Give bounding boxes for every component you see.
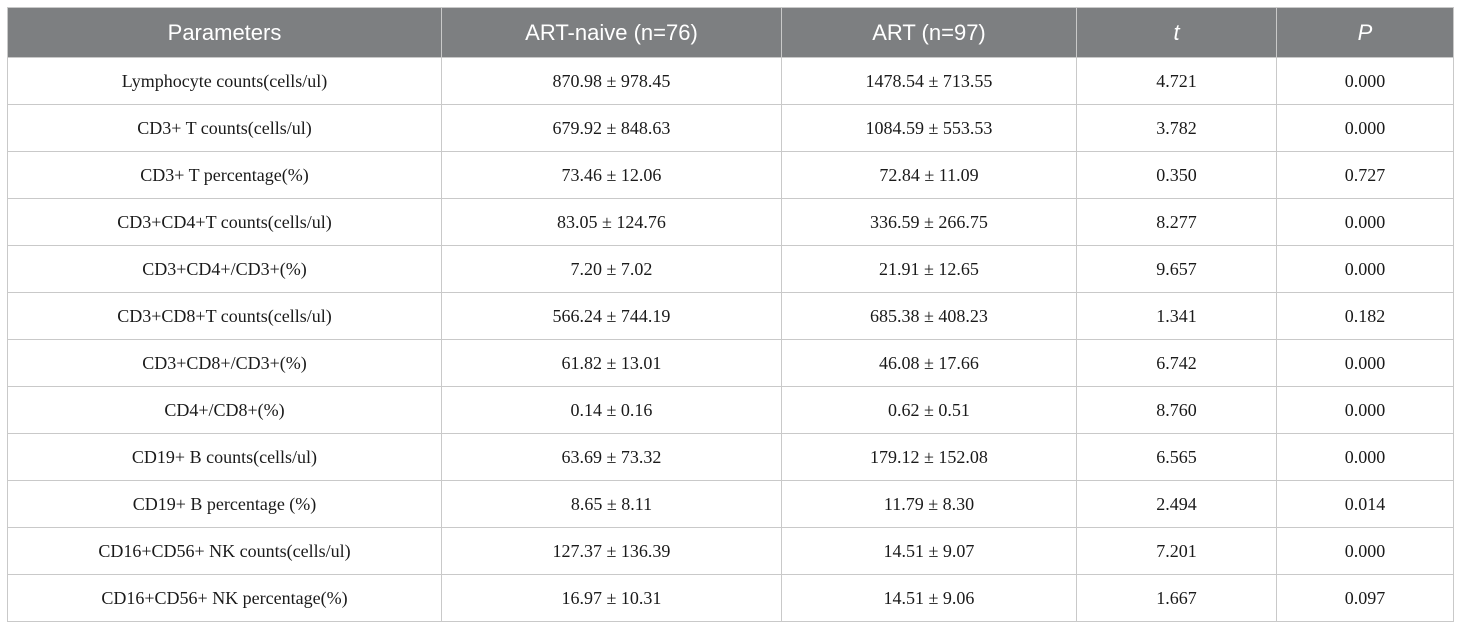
cell-p: 0.000 [1276, 245, 1454, 293]
cell-parameter: CD16+CD56+ NK counts(cells/ul) [7, 527, 442, 575]
cell-art: 14.51 ± 9.06 [781, 574, 1077, 622]
table-row: CD3+ T counts(cells/ul) 679.92 ± 848.63 10… [7, 104, 1454, 152]
table-row: CD4+/CD8+(%) 0.14 ± 0.16 0.62 ± 0.51 8.760 0… [7, 386, 1454, 434]
table-row: CD3+CD8+T counts(cells/ul) 566.24 ± 744.1… [7, 292, 1454, 340]
cell-p: 0.097 [1276, 574, 1454, 622]
cell-art: 336.59 ± 266.75 [781, 198, 1077, 246]
cell-art-naive: 870.98 ± 978.45 [441, 57, 782, 105]
cell-parameter: Lymphocyte counts(cells/ul) [7, 57, 442, 105]
cell-art-naive: 8.65 ± 8.11 [441, 480, 782, 528]
table-row: CD3+CD4+T counts(cells/ul) 83.05 ± 124.76… [7, 198, 1454, 246]
table-row: CD3+CD8+/CD3+(%) 61.82 ± 13.01 46.08 ± 17.… [7, 339, 1454, 387]
cell-parameter: CD3+CD8+T counts(cells/ul) [7, 292, 442, 340]
header-p: P [1276, 7, 1454, 58]
cell-art: 1084.59 ± 553.53 [781, 104, 1077, 152]
table-row: CD19+ B percentage (%) 8.65 ± 8.11 11.79 ±… [7, 480, 1454, 528]
cell-art: 685.38 ± 408.23 [781, 292, 1077, 340]
table-header: Parameters ART-naive (n=76) ART (n=97) t… [7, 7, 1454, 58]
cell-t: 4.721 [1076, 57, 1277, 105]
table-row: Lymphocyte counts(cells/ul) 870.98 ± 978.… [7, 57, 1454, 105]
cell-art: 72.84 ± 11.09 [781, 151, 1077, 199]
cell-parameter: CD3+CD4+/CD3+(%) [7, 245, 442, 293]
table-row: CD3+ T percentage(%) 73.46 ± 12.06 72.84 ±… [7, 151, 1454, 199]
cell-parameter: CD19+ B counts(cells/ul) [7, 433, 442, 481]
cell-art: 179.12 ± 152.08 [781, 433, 1077, 481]
cell-art-naive: 679.92 ± 848.63 [441, 104, 782, 152]
header-art-naive: ART-naive (n=76) [441, 7, 782, 58]
cell-t: 7.201 [1076, 527, 1277, 575]
cell-t: 9.657 [1076, 245, 1277, 293]
cell-parameter: CD4+/CD8+(%) [7, 386, 442, 434]
cell-art-naive: 7.20 ± 7.02 [441, 245, 782, 293]
cell-p: 0.000 [1276, 198, 1454, 246]
cell-p: 0.000 [1276, 527, 1454, 575]
cell-p: 0.000 [1276, 433, 1454, 481]
table-row: CD3+CD4+/CD3+(%) 7.20 ± 7.02 21.91 ± 12.65… [7, 245, 1454, 293]
table-body: Lymphocyte counts(cells/ul) 870.98 ± 978.… [7, 57, 1454, 622]
cell-art-naive: 63.69 ± 73.32 [441, 433, 782, 481]
cell-art: 21.91 ± 12.65 [781, 245, 1077, 293]
cell-art: 1478.54 ± 713.55 [781, 57, 1077, 105]
cell-art-naive: 127.37 ± 136.39 [441, 527, 782, 575]
cell-p: 0.182 [1276, 292, 1454, 340]
cell-t: 6.565 [1076, 433, 1277, 481]
table-row: CD16+CD56+ NK percentage(%) 16.97 ± 10.31… [7, 574, 1454, 622]
cell-art-naive: 16.97 ± 10.31 [441, 574, 782, 622]
table-row: CD19+ B counts(cells/ul) 63.69 ± 73.32 179… [7, 433, 1454, 481]
cell-t: 1.341 [1076, 292, 1277, 340]
cell-t: 8.760 [1076, 386, 1277, 434]
cell-art: 0.62 ± 0.51 [781, 386, 1077, 434]
cell-parameter: CD3+ T percentage(%) [7, 151, 442, 199]
cell-p: 0.000 [1276, 339, 1454, 387]
cell-t: 0.350 [1076, 151, 1277, 199]
cell-art: 14.51 ± 9.07 [781, 527, 1077, 575]
cell-art-naive: 0.14 ± 0.16 [441, 386, 782, 434]
cell-art-naive: 61.82 ± 13.01 [441, 339, 782, 387]
data-table-container: Parameters ART-naive (n=76) ART (n=97) t… [7, 7, 1454, 622]
data-table: Parameters ART-naive (n=76) ART (n=97) t… [7, 7, 1454, 622]
cell-p: 0.000 [1276, 386, 1454, 434]
header-art: ART (n=97) [781, 7, 1077, 58]
cell-art: 46.08 ± 17.66 [781, 339, 1077, 387]
cell-t: 8.277 [1076, 198, 1277, 246]
cell-art: 11.79 ± 8.30 [781, 480, 1077, 528]
cell-p: 0.727 [1276, 151, 1454, 199]
cell-t: 6.742 [1076, 339, 1277, 387]
header-t: t [1076, 7, 1277, 58]
cell-p: 0.014 [1276, 480, 1454, 528]
cell-art-naive: 83.05 ± 124.76 [441, 198, 782, 246]
cell-t: 2.494 [1076, 480, 1277, 528]
header-parameters: Parameters [7, 7, 442, 58]
header-row: Parameters ART-naive (n=76) ART (n=97) t… [7, 7, 1454, 58]
cell-art-naive: 73.46 ± 12.06 [441, 151, 782, 199]
cell-p: 0.000 [1276, 57, 1454, 105]
cell-parameter: CD19+ B percentage (%) [7, 480, 442, 528]
cell-parameter: CD3+CD8+/CD3+(%) [7, 339, 442, 387]
cell-parameter: CD16+CD56+ NK percentage(%) [7, 574, 442, 622]
cell-t: 3.782 [1076, 104, 1277, 152]
cell-p: 0.000 [1276, 104, 1454, 152]
table-row: CD16+CD56+ NK counts(cells/ul) 127.37 ± 1… [7, 527, 1454, 575]
cell-parameter: CD3+ T counts(cells/ul) [7, 104, 442, 152]
cell-t: 1.667 [1076, 574, 1277, 622]
cell-parameter: CD3+CD4+T counts(cells/ul) [7, 198, 442, 246]
cell-art-naive: 566.24 ± 744.19 [441, 292, 782, 340]
